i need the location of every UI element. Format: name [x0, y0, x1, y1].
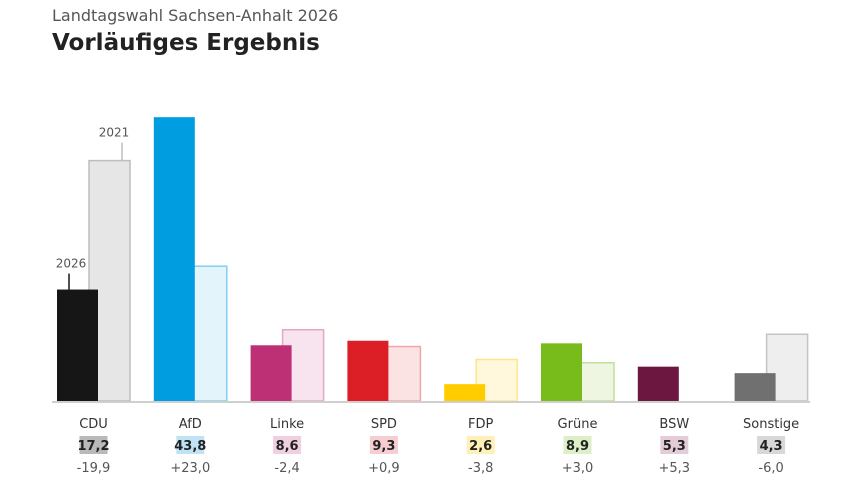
category-label-cdu: CDU	[79, 417, 108, 432]
value-label-afd: 43,8	[174, 439, 206, 454]
category-label-sonstige: Sonstige	[743, 417, 799, 432]
value-label-cdu: 17,2	[77, 439, 109, 454]
value-label-bsw: 5,3	[663, 439, 686, 454]
bar-2026-afd	[153, 117, 195, 402]
diff-label-spd: +0,9	[368, 461, 400, 476]
bar-2026-spd	[347, 340, 389, 401]
value-badge-linke	[273, 436, 302, 454]
category-label-bsw: BSW	[659, 417, 689, 432]
bar-2026-fdp	[444, 384, 486, 401]
value-badge-cdu	[79, 436, 108, 454]
category-label-fdp: FDP	[468, 417, 493, 432]
value-badge-spd	[369, 436, 398, 454]
annotation-2021: 2021	[99, 126, 130, 140]
chart-title: Vorläufiges Ergebnis	[52, 30, 320, 56]
diff-label-cdu: -19,9	[77, 461, 111, 476]
bar-2026-gr-ne	[541, 343, 582, 401]
value-label-gr-ne: 8,9	[566, 439, 589, 454]
category-label-gr-ne: Grüne	[558, 417, 598, 432]
category-label-afd: AfD	[179, 417, 202, 432]
bar-2026-bsw	[637, 366, 679, 401]
value-badge-bsw	[660, 436, 689, 454]
value-badge-sonstige	[757, 436, 786, 454]
value-label-fdp: 2,6	[469, 439, 492, 454]
value-badge-fdp	[466, 436, 495, 454]
diff-label-linke: -2,4	[274, 461, 299, 476]
diff-label-sonstige: -6,0	[758, 461, 783, 476]
value-label-spd: 9,3	[372, 439, 395, 454]
diff-label-fdp: -3,8	[468, 461, 493, 476]
diff-label-bsw: +5,3	[659, 461, 691, 476]
bar-2026-sonstige	[734, 373, 776, 401]
diff-label-afd: +23,0	[170, 461, 210, 476]
annotation-2026: 2026	[56, 257, 87, 271]
value-label-linke: 8,6	[276, 439, 299, 454]
chart-supertitle: Landtagswahl Sachsen-Anhalt 2026	[52, 6, 339, 25]
bar-2026-linke	[250, 345, 292, 401]
bar-2026-cdu	[57, 289, 98, 401]
value-badge-afd	[176, 436, 205, 454]
category-label-linke: Linke	[270, 417, 304, 432]
value-badge-gr-ne	[563, 436, 592, 454]
diff-label-gr-ne: +3,0	[562, 461, 594, 476]
value-label-sonstige: 4,3	[760, 439, 783, 454]
category-label-spd: SPD	[371, 417, 397, 432]
